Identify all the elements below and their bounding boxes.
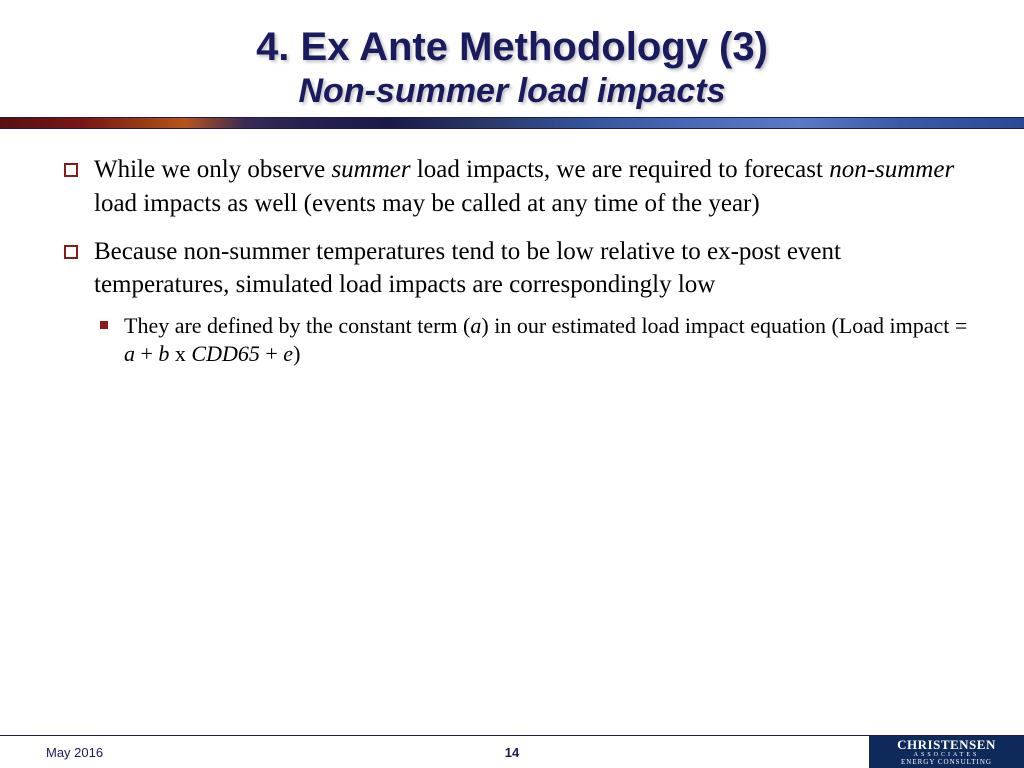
sub1-cdd: CDD65 (191, 341, 259, 366)
company-logo: CHRISTENSEN ASSOCIATES ENERGY CONSULTING (869, 736, 1024, 768)
sub1-plus2: + (260, 341, 283, 366)
sub-bullet-1: They are defined by the constant term (a… (94, 312, 976, 367)
sub1-post: ) (293, 341, 300, 366)
logo-line1: CHRISTENSEN (873, 738, 1020, 751)
footer-page-number: 14 (505, 745, 519, 760)
bullet-2: Because non-summer temperatures tend to … (60, 235, 976, 368)
bullet-1-em-nonsummer: non-summer (829, 156, 954, 183)
bullet-list: While we only observe summer load impact… (60, 153, 976, 367)
sub-bullet-list: They are defined by the constant term (a… (94, 312, 976, 367)
sub1-x: x (169, 341, 191, 366)
bullet-1-text-post: load impacts as well (events may be call… (94, 190, 760, 217)
sub1-a: a (470, 313, 481, 338)
sub1-mid1: ) in our estimated load impact equation … (481, 313, 967, 338)
sub1-a2: a (124, 341, 135, 366)
sub1-e: e (283, 341, 293, 366)
bullet-1: While we only observe summer load impact… (60, 153, 976, 221)
logo-line3: ENERGY CONSULTING (873, 759, 1020, 766)
content-area: While we only observe summer load impact… (0, 129, 1024, 367)
sub1-plus1: + (135, 341, 158, 366)
bullet-1-text-mid: load impacts, we are required to forecas… (411, 156, 830, 183)
slide-title-block: 4. Ex Ante Methodology (3) Non-summer lo… (0, 0, 1024, 111)
slide-subtitle: Non-summer load impacts (0, 72, 1024, 111)
slide-title: 4. Ex Ante Methodology (3) (0, 24, 1024, 70)
bullet-1-text-pre: While we only observe (94, 156, 331, 183)
decorative-banner (0, 117, 1024, 129)
bullet-2-text: Because non-summer temperatures tend to … (94, 238, 841, 299)
sub1-pre: They are defined by the constant term ( (124, 313, 470, 338)
footer-date: May 2016 (46, 745, 103, 760)
sub1-b: b (158, 341, 169, 366)
bullet-1-em-summer: summer (331, 156, 410, 183)
